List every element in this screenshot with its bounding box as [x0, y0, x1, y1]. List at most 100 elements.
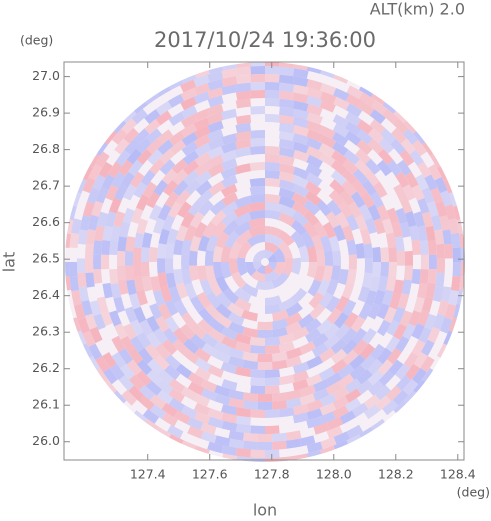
echo-cell	[399, 310, 413, 327]
echo-cell	[292, 92, 309, 104]
echo-cell	[207, 129, 224, 142]
echo-cell	[136, 194, 150, 211]
echo-cell	[341, 169, 358, 186]
echo-cell	[118, 159, 134, 176]
echo-cell	[153, 179, 169, 196]
echo-cell	[181, 141, 198, 156]
echo-cell	[436, 258, 446, 273]
echo-cell	[330, 348, 348, 364]
echo-cell	[440, 286, 452, 302]
echo-cell	[157, 243, 167, 259]
echo-cell	[299, 435, 316, 447]
echo-cell	[250, 409, 265, 418]
echo-cell	[242, 326, 259, 338]
echo-cell	[235, 447, 251, 458]
echo-cell	[153, 290, 166, 307]
echo-cell	[199, 279, 213, 296]
echo-cell	[305, 163, 323, 178]
echo-cell	[326, 199, 342, 217]
echo-cell	[265, 65, 280, 75]
echo-cell	[372, 262, 381, 278]
echo-cell	[305, 318, 322, 334]
echo-cell	[292, 100, 309, 112]
echo-cell	[250, 89, 265, 99]
echo-cell	[411, 339, 426, 357]
echo-cell	[298, 245, 310, 262]
echo-cell	[343, 149, 360, 165]
echo-cell	[395, 171, 410, 189]
echo-cell	[285, 302, 303, 317]
echo-cell	[133, 128, 150, 145]
echo-cell	[243, 440, 258, 450]
echo-cell	[171, 158, 188, 175]
echo-cell	[89, 326, 103, 344]
echo-cell	[431, 214, 442, 231]
echo-cell	[149, 404, 167, 420]
echo-cell	[306, 137, 323, 151]
echo-cell	[421, 296, 434, 313]
echo-cell	[250, 65, 265, 75]
echo-cell	[427, 164, 442, 181]
echo-cell	[359, 343, 376, 360]
echo-cell	[165, 258, 174, 274]
echo-cell	[265, 409, 280, 418]
echo-cell	[364, 217, 377, 234]
echo-cell	[306, 355, 323, 370]
echo-cell	[364, 169, 380, 187]
echo-cell	[194, 152, 212, 167]
echo-cell	[181, 405, 198, 419]
echo-cell	[378, 137, 395, 154]
echo-cell	[279, 163, 296, 175]
echo-cell	[378, 370, 395, 387]
echo-cell	[169, 139, 187, 155]
echo-cell	[272, 440, 287, 450]
echo-cell	[333, 96, 350, 111]
echo-cell	[404, 250, 414, 266]
echo-cell	[354, 214, 368, 232]
echo-cell	[85, 243, 94, 259]
echo-cell	[404, 211, 417, 228]
echo-cell	[291, 201, 309, 216]
echo-cell	[326, 307, 342, 325]
echo-cell	[92, 174, 106, 191]
echo-cell	[105, 211, 117, 228]
echo-cell	[141, 262, 150, 277]
echo-cell	[208, 318, 225, 334]
echo-cell	[201, 342, 219, 358]
echo-cell	[331, 150, 348, 166]
echo-cell	[180, 88, 197, 102]
echo-cell	[358, 101, 375, 116]
echo-cell	[292, 210, 309, 227]
echo-cell	[427, 240, 437, 255]
echo-cell	[420, 356, 435, 373]
echo-cell	[293, 150, 310, 163]
x-tick-label: 128.2	[378, 467, 414, 482]
echo-cell	[128, 347, 143, 365]
echo-cell	[157, 139, 174, 155]
echo-cell	[360, 191, 375, 209]
echo-cell	[144, 119, 161, 135]
echo-cell	[395, 363, 411, 380]
echo-cell	[325, 211, 341, 229]
echo-cell	[303, 221, 319, 239]
echo-cell	[265, 98, 280, 107]
echo-cell	[298, 313, 315, 329]
echo-cell	[71, 290, 82, 306]
echo-cell	[157, 303, 172, 320]
echo-cell	[68, 262, 78, 277]
echo-cell	[96, 296, 109, 313]
echo-cell	[367, 204, 381, 221]
echo-cell	[197, 189, 214, 206]
echo-cell	[73, 303, 86, 320]
echo-cell	[333, 88, 350, 102]
echo-cell	[430, 187, 443, 204]
echo-cell	[448, 290, 459, 306]
echo-cell	[161, 168, 178, 185]
echo-cell	[345, 103, 363, 118]
echo-cell	[189, 295, 205, 313]
echo-cell	[403, 265, 413, 281]
echo-cell	[285, 438, 302, 449]
echo-cell	[316, 199, 332, 217]
echo-cell	[181, 105, 198, 119]
echo-cell	[387, 159, 402, 177]
